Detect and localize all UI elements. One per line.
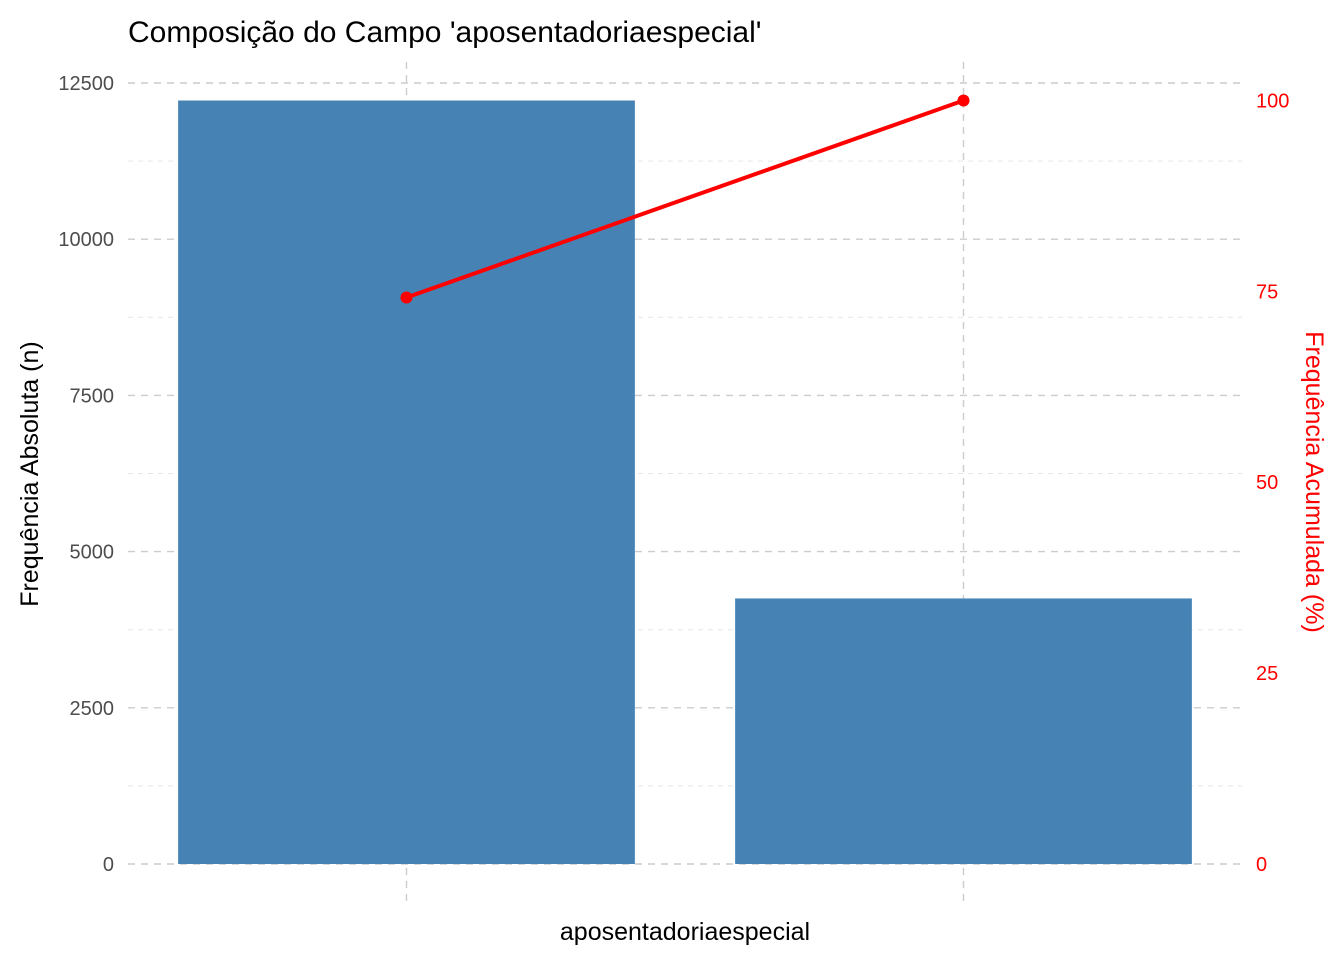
y-axis-label-left: Frequência Absoluta (n) [16,341,44,606]
y-tick-label-right: 0 [1256,854,1267,876]
y-tick-label-left: 12500 [58,73,114,95]
chart-title: Composição do Campo 'aposentadoriaespeci… [128,16,762,49]
bar [735,598,1192,864]
cumulative-line-layer [400,94,970,304]
cumulative-point [400,291,413,304]
ticks-layer: 0 2500 5000 7500 10000 12500 0 25 50 75 100 [58,73,1289,876]
y-tick-label-right: 100 [1256,90,1289,112]
y-tick-label-left: 2500 [70,698,115,720]
cumulative-line [405,98,965,300]
bars-layer [178,100,1192,865]
y-axis-label-right: Frequência Acumulada (%) [1300,331,1328,633]
y-tick-label-left: 10000 [58,229,114,251]
bar [178,100,635,865]
y-tick-label-left: 7500 [70,385,115,407]
y-tick-label-right: 50 [1256,472,1278,494]
y-tick-label-right: 75 [1256,281,1278,303]
cumulative-point [957,94,970,107]
y-tick-label-left: 0 [103,854,114,876]
y-tick-label-left: 5000 [70,542,115,564]
x-axis-label: aposentadoriaespecial [560,918,810,946]
y-tick-label-right: 25 [1256,663,1278,685]
